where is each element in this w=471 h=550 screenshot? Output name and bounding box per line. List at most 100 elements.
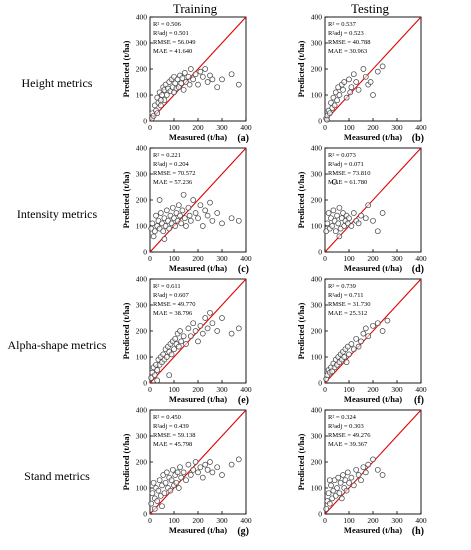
y-tick-label: 0 [318,248,322,257]
data-point [202,66,209,72]
data-point [169,466,176,473]
data-point [166,372,173,379]
data-point [348,223,355,229]
y-tick-label: 300 [136,39,148,48]
y-tick-label: 300 [311,170,323,179]
row-label-0: Height metrics [22,76,93,90]
data-point [350,482,357,489]
data-point [324,116,330,123]
data-point [185,73,192,80]
data-point [154,498,161,504]
data-point [180,469,187,476]
data-point [362,73,369,80]
reference-line-1to1 [149,147,247,253]
data-point [219,315,225,321]
x-tick-label: 400 [240,254,252,263]
data-point [346,215,352,222]
data-point [207,459,213,465]
y-tick-label: 100 [311,222,323,231]
data-point [148,500,155,507]
data-point [197,464,204,471]
stat-text: RMSE = 56.049 [153,39,196,46]
reference-line-1to1 [324,278,422,384]
panel-label: (h) [412,526,424,537]
row-label-2: Alpha-shape metrics [8,338,107,352]
data-point [214,84,221,91]
data-point [163,354,170,360]
data-point [185,461,192,468]
y-tick-label: 0 [318,510,322,519]
y-tick-label: 300 [311,301,323,310]
data-point [169,204,176,211]
data-point [151,228,158,235]
data-point [192,71,199,78]
data-point [365,333,372,340]
data-point [177,212,183,219]
data-point [197,202,204,209]
column-header-training: Training [173,1,218,16]
data-point [370,92,376,98]
data-point [159,92,165,98]
data-point [157,210,164,216]
data-point [186,212,193,219]
data-point [358,477,364,484]
y-tick-label: 200 [311,458,323,467]
data-point [326,500,333,507]
data-point [175,202,182,209]
data-point [344,469,351,476]
data-point [219,472,225,478]
x-tick-label: 300 [216,254,228,263]
data-point [367,79,374,85]
y-tick-label: 200 [136,458,148,467]
data-point [374,228,381,235]
y-tick-label: 300 [311,432,323,441]
data-point [151,505,158,512]
data-point [177,328,183,334]
x-tick-label: 300 [216,516,228,525]
data-point [343,487,350,494]
data-point [202,315,209,321]
data-point [178,338,185,345]
stat-text: MAE = 25.312 [328,310,367,317]
y-tick-label: 100 [136,484,148,493]
data-point [150,479,157,486]
data-point [346,351,352,358]
data-point [195,215,201,222]
stat-text: MAE = 41.640 [153,48,192,55]
data-point [175,485,182,491]
x-tick-label: 200 [192,516,204,525]
data-point [228,461,235,468]
data-point [160,228,167,235]
data-point [192,210,199,216]
y-tick-label: 200 [136,327,148,336]
data-point [355,472,362,478]
x-tick-label: 200 [367,123,379,132]
data-point [335,220,342,227]
y-tick-label: 100 [136,91,148,100]
data-point [156,197,163,203]
stat-text: RMSE = 70.572 [153,170,196,177]
data-point [179,75,186,81]
x-tick-label: 300 [391,254,403,263]
stat-text: R²adj = 0.071 [328,161,364,168]
x-tick-label: 0 [323,254,327,263]
data-point [214,464,221,471]
y-tick-label: 100 [311,484,323,493]
x-tick-label: 100 [343,254,355,263]
data-point [360,330,367,337]
stat-text: RMSE = 59.138 [153,432,196,439]
x-tick-label: 300 [391,123,403,132]
stat-text: RMSE = 49.276 [328,432,371,439]
data-point [350,71,357,78]
panel-label: (d) [412,264,424,275]
x-axis-label: Measured (t/ha) [344,263,402,273]
x-tick-label: 300 [216,385,228,394]
panel-label: (e) [238,395,249,406]
data-point [348,84,355,91]
data-point [192,328,199,334]
stat-text: R² = 0.450 [153,414,181,421]
data-point [235,325,242,332]
data-point [228,330,235,337]
x-tick-label: 200 [367,385,379,394]
data-point [337,479,344,486]
